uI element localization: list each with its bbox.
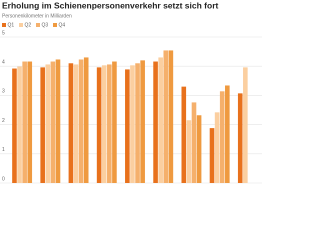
legend-label: Q1	[8, 23, 15, 29]
bar	[181, 86, 187, 183]
bar	[186, 120, 192, 183]
bar	[17, 66, 22, 183]
y-tick-label: 1	[2, 147, 5, 153]
bar	[101, 65, 107, 183]
legend-label: Q4	[59, 23, 66, 29]
bar	[219, 91, 225, 183]
y-tick-label: 4	[2, 60, 5, 66]
bar	[96, 67, 102, 183]
bar	[140, 60, 145, 183]
bar	[153, 61, 158, 183]
bar	[135, 63, 140, 183]
chart-title: Erholung im Schienenpersonenverkehr setz…	[2, 0, 218, 10]
bar	[68, 63, 74, 183]
bar	[40, 67, 45, 183]
y-tick-label: 3	[2, 89, 5, 95]
bar	[130, 65, 135, 183]
bar	[22, 61, 27, 183]
bar	[55, 59, 61, 183]
bar	[196, 115, 202, 183]
bar	[243, 67, 248, 183]
bar	[163, 50, 169, 183]
legend-swatch	[2, 23, 6, 27]
page: Erholung im Schienenpersonenverkehr setz…	[0, 0, 262, 184]
bar	[158, 57, 163, 183]
legend-label: Q2	[25, 23, 32, 29]
bar	[50, 61, 56, 183]
chart-subtitle: Personenkilometer in Milliarden	[2, 13, 72, 19]
bar	[209, 128, 215, 183]
bar	[214, 112, 220, 183]
y-tick-label: 0	[2, 176, 5, 182]
bar	[73, 64, 79, 183]
y-tick-label: 2	[2, 118, 5, 124]
bar	[78, 59, 84, 183]
bar	[27, 61, 33, 183]
bar	[45, 64, 51, 183]
bar	[112, 61, 117, 183]
bar	[168, 50, 174, 183]
bar	[83, 57, 89, 183]
bar	[125, 69, 130, 183]
legend-swatch	[19, 23, 23, 27]
bar	[12, 68, 17, 183]
bar	[191, 102, 197, 183]
legend-swatch	[53, 23, 57, 27]
legend-label: Q3	[42, 23, 49, 29]
chart: Erholung im Schienenpersonenverkehr setz…	[0, 0, 262, 184]
y-tick-label: 5	[2, 30, 5, 36]
bar	[237, 93, 243, 183]
legend-swatch	[36, 23, 40, 27]
bar	[107, 64, 112, 183]
bar	[225, 85, 230, 183]
